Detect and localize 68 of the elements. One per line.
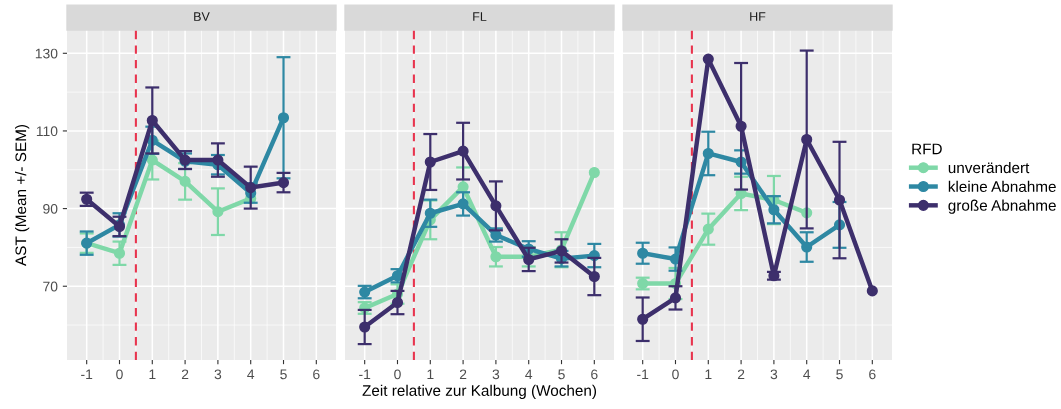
point (212, 154, 224, 166)
x-tick-label: 0 (116, 369, 123, 380)
point (801, 241, 813, 253)
y-axis-title: AST (Mean +/- SEM) (15, 124, 30, 266)
point (669, 292, 682, 304)
x-tick-label: 0 (672, 369, 679, 380)
point (359, 321, 371, 333)
point (457, 198, 469, 210)
x-tick-label: 4 (803, 369, 811, 380)
y-tick-label: 90 (43, 203, 58, 214)
point (866, 285, 878, 297)
x-tick-label: 3 (214, 369, 222, 380)
point (277, 177, 290, 189)
chart-title: FL (473, 12, 487, 21)
point (588, 166, 600, 179)
point (588, 270, 600, 283)
point (245, 182, 257, 194)
x-tick-label: 2 (737, 369, 745, 380)
x-tick-label: 4 (247, 369, 255, 380)
x-tick-label: -1 (81, 369, 93, 380)
point (637, 247, 649, 259)
point (277, 112, 290, 124)
point (113, 247, 126, 259)
point (424, 156, 436, 168)
legend-label: kleine Abnahme (948, 180, 1056, 193)
point (457, 181, 469, 193)
x-tick-label: 2 (181, 369, 189, 380)
x-tick-label: 1 (427, 369, 434, 380)
point (179, 175, 191, 187)
point (424, 207, 436, 219)
y-tick-label: 70 (43, 281, 58, 292)
point (490, 200, 502, 212)
x-tick-label: 6 (313, 369, 320, 380)
point (457, 145, 469, 157)
point (391, 296, 404, 309)
point (490, 251, 502, 263)
x-axis-title: Zeit relative zur Kalbung (Wochen) (362, 384, 597, 399)
chart-title: BV (194, 12, 210, 21)
x-tick-label: 5 (280, 369, 287, 380)
x-tick-label: 2 (459, 369, 467, 380)
point (146, 114, 158, 127)
point (833, 194, 846, 206)
x-tick-label: 0 (394, 369, 401, 380)
x-tick-label: -1 (637, 369, 649, 380)
legend-label: große Abnahme (948, 199, 1056, 214)
x-tick-label: 5 (558, 369, 565, 380)
x-tick-label: 1 (705, 369, 712, 380)
legend-label: unverändert (948, 161, 1030, 174)
point (768, 204, 780, 216)
point (702, 147, 714, 160)
point (212, 206, 224, 218)
x-tick-label: 4 (525, 369, 533, 380)
x-tick-label: 3 (770, 369, 778, 380)
point (146, 154, 158, 166)
y-tick-label: 130 (35, 48, 58, 59)
point (637, 313, 649, 325)
legend-title: RFD (912, 143, 942, 155)
point (702, 53, 714, 65)
x-tick-label: 5 (836, 369, 843, 380)
point (735, 120, 747, 132)
chart-title: HF (750, 12, 766, 21)
y-tick-label: 110 (36, 126, 58, 137)
x-tick-label: 1 (149, 369, 156, 380)
x-tick-label: 6 (591, 369, 598, 380)
point (702, 223, 714, 235)
x-tick-label: -1 (359, 369, 371, 380)
x-tick-label: 6 (869, 369, 876, 380)
x-tick-label: 3 (492, 369, 500, 380)
